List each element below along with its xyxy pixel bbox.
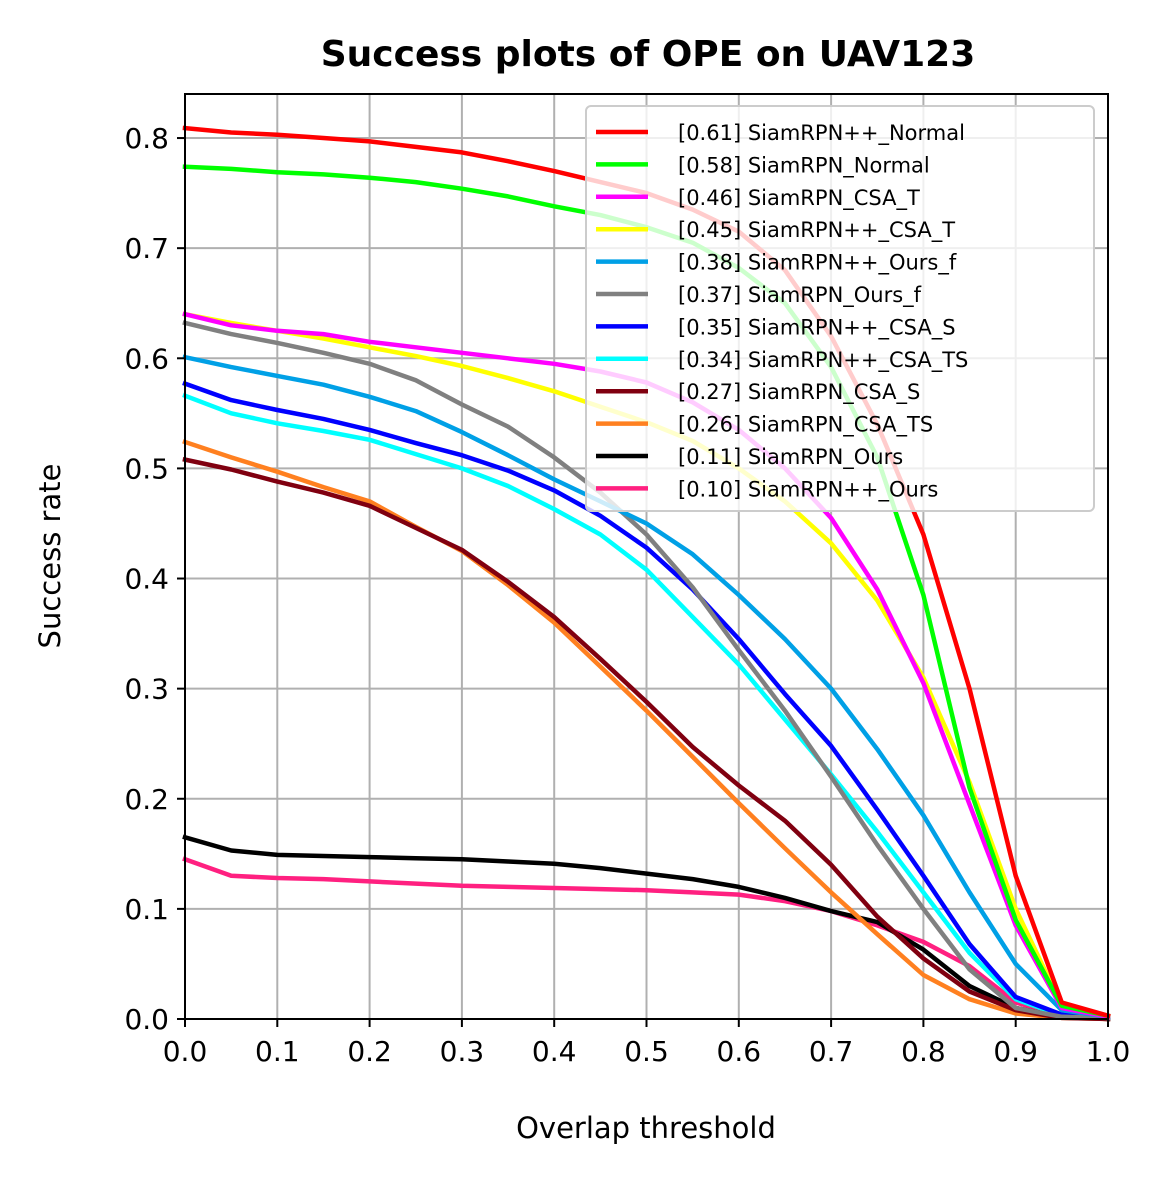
x-tick-label: 0.3 xyxy=(440,1035,485,1068)
legend-entry-label: [0.38] SiamRPN++_Ours_f xyxy=(678,251,957,276)
x-tick-label: 0.7 xyxy=(809,1035,854,1068)
series-line-8 xyxy=(182,456,1111,1022)
x-tick-label: 0.5 xyxy=(624,1035,669,1068)
x-tick-label: 0.8 xyxy=(901,1035,946,1068)
x-tick-label: 0.9 xyxy=(993,1035,1038,1068)
x-axis-ticks: 0.0 0.1 0.2 0.3 0.4 0.5 0.6 0.7 0.8 0.9 1.0 xyxy=(163,1019,1131,1068)
series-line-6 xyxy=(182,380,1111,1021)
series-line-7 xyxy=(182,392,1111,1021)
legend-box xyxy=(585,105,1095,512)
legend-entry-label: [0.10] SiamRPN++_Ours xyxy=(678,477,938,502)
legend-entry-label: [0.58] SiamRPN_Normal xyxy=(678,153,930,178)
series-line-10 xyxy=(182,834,1111,1022)
x-tick-label: 0.0 xyxy=(163,1035,208,1068)
y-tick-label: 0.8 xyxy=(124,122,169,155)
legend-entry-label: [0.61] SiamRPN++_Normal xyxy=(678,121,965,146)
legend-entry-label: [0.11] SiamRPN_Ours xyxy=(678,445,903,470)
x-tick-label: 0.4 xyxy=(532,1035,577,1068)
series-line-11 xyxy=(182,856,1111,1022)
x-axis-label: Overlap threshold xyxy=(516,1111,776,1145)
legend-entry-label: [0.34] SiamRPN++_CSA_TS xyxy=(678,348,968,373)
legend-entry-label: [0.27] SiamRPN_CSA_S xyxy=(678,380,920,405)
y-tick-label: 0.4 xyxy=(124,563,169,596)
y-tick-label: 0.0 xyxy=(124,1003,169,1036)
x-tick-label: 1.0 xyxy=(1086,1035,1131,1068)
legend-entry-label: [0.37] SiamRPN_Ours_f xyxy=(678,283,922,308)
legend: [0.61] SiamRPN++_Normal [0.58] SiamRPN_No… xyxy=(585,105,1095,512)
y-tick-label: 0.3 xyxy=(124,673,169,706)
x-tick-label: 0.2 xyxy=(347,1035,392,1068)
y-tick-label: 0.2 xyxy=(124,783,169,816)
y-axis-label: Success rate xyxy=(33,464,67,649)
chart-title: Success plots of OPE on UAV123 xyxy=(321,34,976,75)
legend-entry-label: [0.26] SiamRPN_CSA_TS xyxy=(678,413,933,438)
y-tick-label: 0.1 xyxy=(124,893,169,926)
x-tick-label: 0.1 xyxy=(255,1035,300,1068)
legend-entry-label: [0.45] SiamRPN++_CSA_T xyxy=(678,218,955,243)
series-line-5 xyxy=(182,320,1111,1021)
y-axis-ticks: 0.0 0.1 0.2 0.3 0.4 0.5 0.6 0.7 0.8 xyxy=(124,122,185,1036)
y-tick-label: 0.5 xyxy=(124,452,169,485)
series-line-4 xyxy=(182,354,1111,1020)
y-tick-label: 0.7 xyxy=(124,232,169,265)
legend-entry-label: [0.35] SiamRPN++_CSA_S xyxy=(678,315,956,340)
legend-entry-label: [0.46] SiamRPN_CSA_T xyxy=(678,186,920,211)
x-tick-label: 0.6 xyxy=(717,1035,762,1068)
y-tick-label: 0.6 xyxy=(124,342,169,375)
series-line-9 xyxy=(182,439,1111,1022)
